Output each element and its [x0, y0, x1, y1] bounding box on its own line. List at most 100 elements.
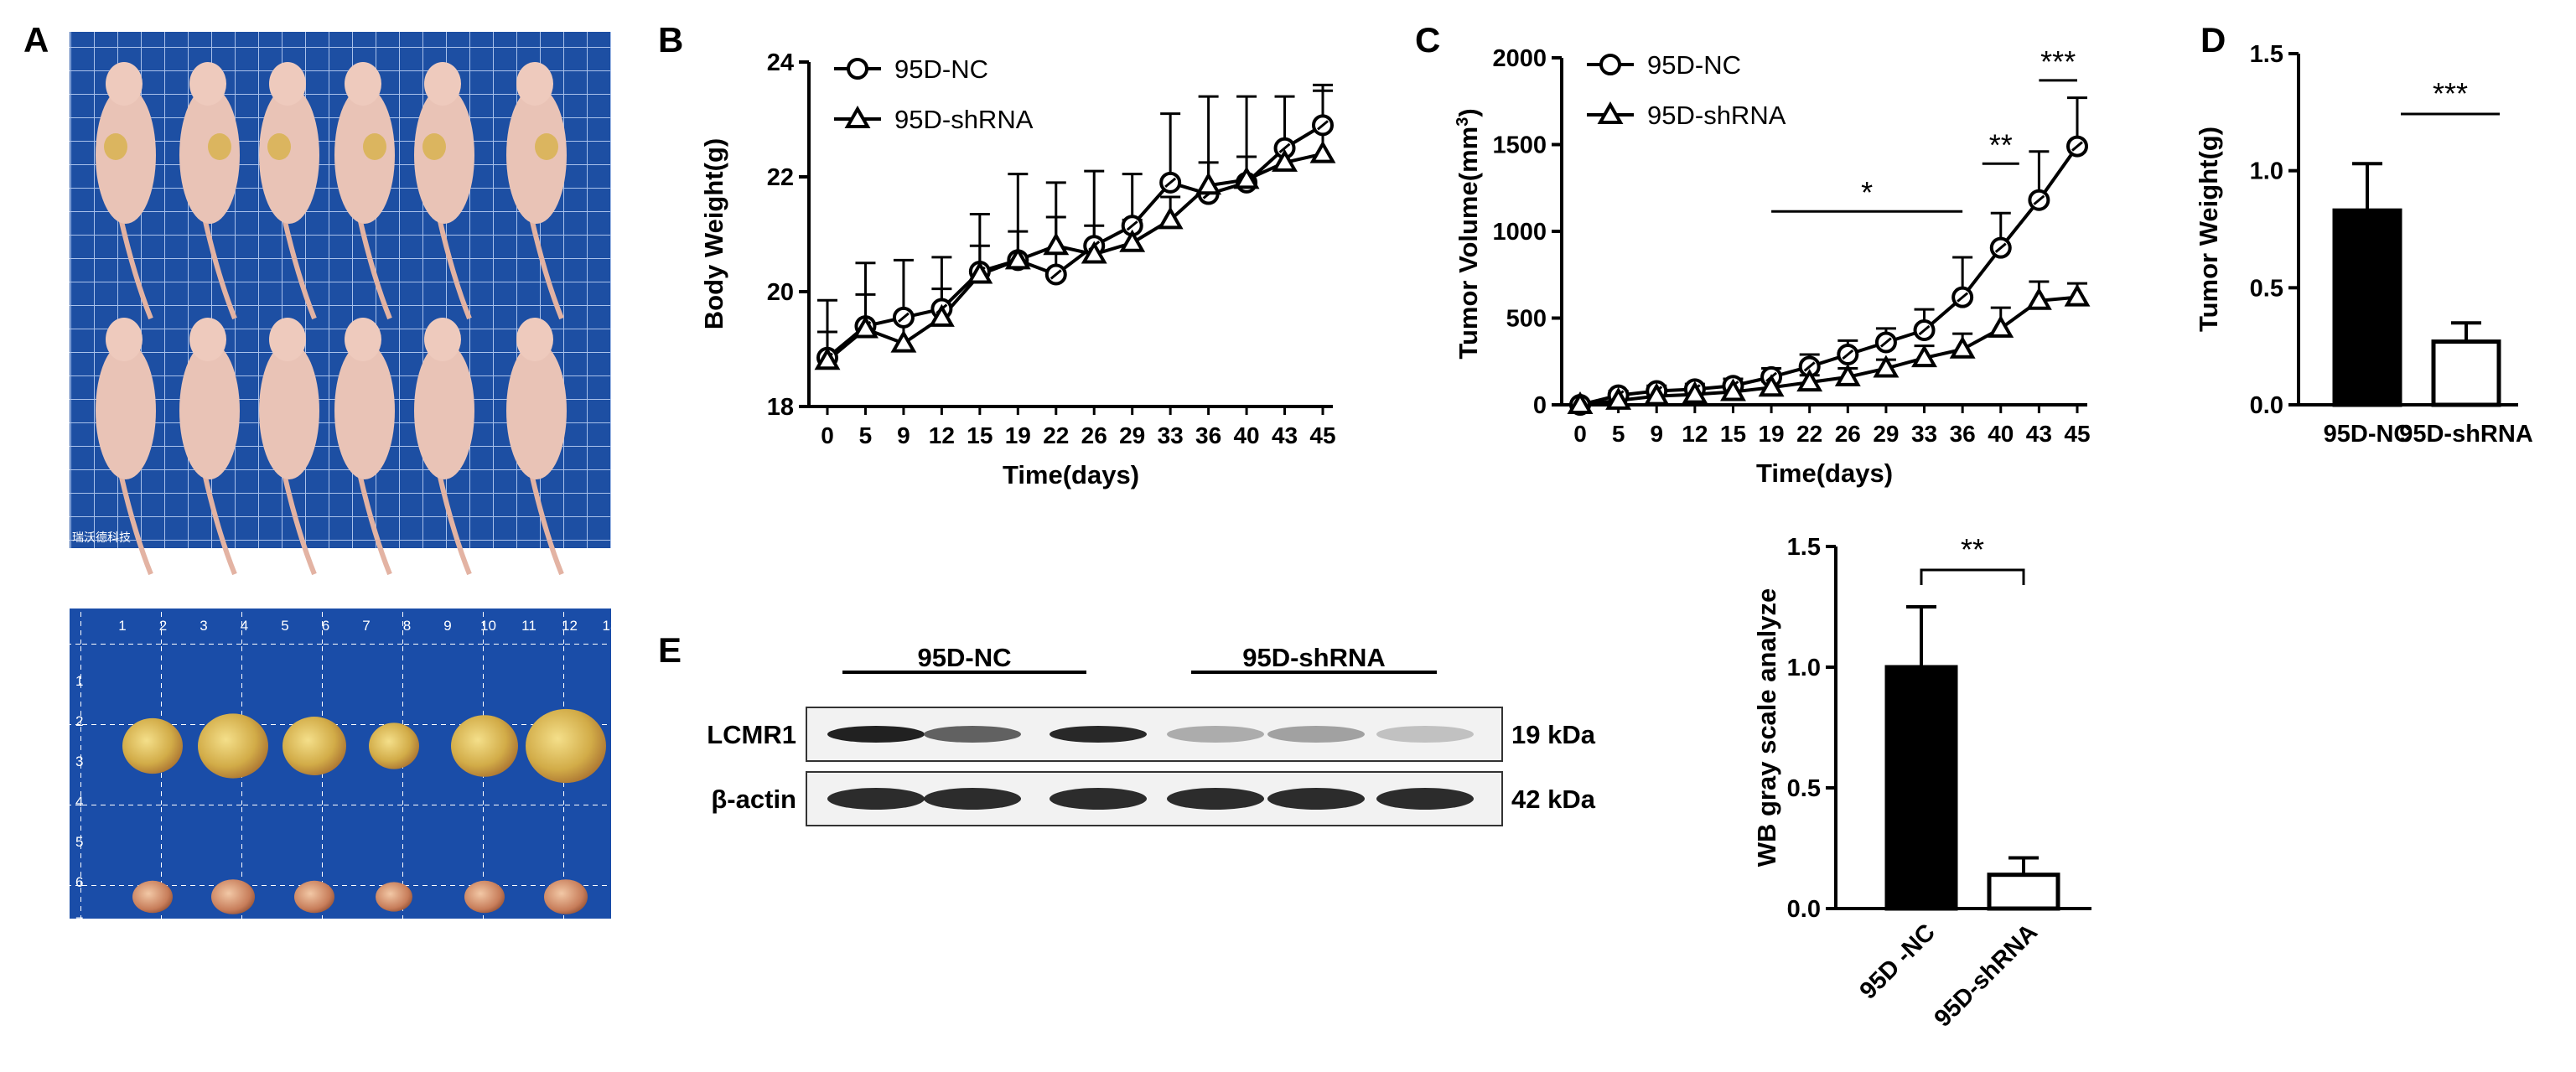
- mice-photo: 瑞沃德科技: [70, 32, 611, 576]
- x-tick-label: 95D -NC: [1855, 919, 1941, 1004]
- ruler-col-number: 13: [603, 618, 619, 634]
- x-tick-label: 43: [2026, 421, 2052, 447]
- data-point-nc-mark: [1164, 177, 1177, 189]
- data-point-sh: [1873, 355, 1900, 378]
- x-tick-label: 95D-shRNA: [2399, 421, 2533, 448]
- mouse-tumor: [208, 133, 231, 160]
- tumor-small: [544, 879, 588, 914]
- tumor-small: [464, 880, 505, 914]
- tumor-large: [282, 717, 346, 775]
- data-point-sh: [2025, 287, 2052, 310]
- panel-label-d: D: [2200, 20, 2226, 60]
- tumor-large: [526, 708, 606, 784]
- mouse-head: [345, 318, 381, 361]
- x-tick-label: 45: [1309, 422, 1335, 448]
- blot-band: [924, 726, 1021, 743]
- tumor-small: [132, 880, 173, 914]
- mouse-tail: [529, 217, 564, 320]
- data-point-sh: [1834, 363, 1861, 386]
- bar-shrna: [1987, 873, 2060, 911]
- mouse-tumor: [267, 133, 291, 160]
- blot-band: [1267, 788, 1365, 810]
- data-point-sh: [814, 347, 841, 370]
- blot-band: [827, 788, 925, 810]
- data-point-nc-mark: [1879, 337, 1892, 348]
- x-axis-title: Time(days): [1003, 460, 1139, 489]
- data-point-sh: [1643, 382, 1670, 406]
- mouse-head: [106, 62, 143, 106]
- x-tick-label: 9: [1650, 421, 1663, 447]
- mouse-body: [506, 342, 567, 479]
- data-point-sh: [1988, 314, 2014, 338]
- x-tick-label: 29: [1119, 422, 1145, 448]
- mouse-head: [424, 318, 461, 361]
- mouse-tumor: [535, 133, 558, 160]
- ruler-col-number: 11: [521, 618, 536, 634]
- blot-band: [1376, 788, 1474, 810]
- western-blot: 95D-NC 95D-shRNA LCMR1 19 kDa β-actin 42 kDa: [707, 643, 1596, 826]
- legend-label: 95D-shRNA: [894, 105, 1034, 134]
- mouse-tail: [357, 473, 392, 576]
- data-point-sh: [1949, 335, 1976, 359]
- legend-label: 95D-shRNA: [1647, 101, 1786, 130]
- blot-band: [827, 726, 925, 743]
- blot-band: [1050, 788, 1147, 810]
- mouse-tail: [437, 217, 472, 320]
- tumor-large: [451, 715, 518, 777]
- data-point-nc-mark: [1278, 142, 1291, 153]
- x-tick-label: 12: [929, 422, 955, 448]
- data-point-nc-mark: [1126, 220, 1138, 231]
- brand-mark: 瑞沃德科技: [72, 531, 131, 544]
- data-point-sh: [1720, 378, 1746, 401]
- y-tick-label: 1.5: [2250, 41, 2283, 68]
- significance-label: ***: [2433, 76, 2468, 111]
- body-weight-chart: 18 20 22 24 0 5 9 12 15 19 22 26 29 33 36 40 43 45 Time(da…: [699, 49, 1336, 489]
- data-point-sh: [1272, 148, 1298, 172]
- data-point-sh: [1004, 246, 1031, 270]
- bar-nc: [2332, 208, 2402, 407]
- mouse-tail: [118, 473, 153, 576]
- mouse-body: [96, 342, 156, 479]
- mouse-head: [424, 62, 461, 106]
- ruler-col-number: 6: [322, 618, 329, 634]
- mouse-body: [179, 86, 240, 224]
- x-axis-title: Time(days): [1756, 458, 1893, 488]
- significance-label: *: [1861, 175, 1873, 210]
- legend-marker-circle: [847, 58, 868, 80]
- data-point-nc-mark: [1918, 324, 1931, 336]
- series-line-0: [1579, 145, 2079, 407]
- ruler-row-number: 2: [75, 713, 83, 729]
- y-axis-title: Tumor Volume(mm3): [1454, 108, 1483, 359]
- data-point-nc-mark: [1317, 120, 1329, 131]
- tumor-large: [369, 722, 419, 769]
- mouse-body: [334, 86, 395, 224]
- ruler-row-number: 7: [75, 914, 83, 930]
- tumor-layer: [122, 708, 606, 914]
- y-tick-label: 18: [767, 394, 794, 421]
- data-point-sh: [1309, 140, 1336, 163]
- mouse-head: [269, 62, 306, 106]
- ruler-row-number: 5: [75, 834, 83, 850]
- legend-marker-triangle: [1597, 101, 1624, 124]
- data-point-sh: [967, 261, 993, 284]
- legend-label: 95D-NC: [1647, 50, 1741, 80]
- mouse-head: [516, 62, 553, 106]
- bar-shrna: [2431, 339, 2501, 407]
- data-point-sh: [1796, 369, 1823, 392]
- y-tick-label: 1.5: [1787, 534, 1821, 561]
- x-tick-label: 0: [821, 422, 834, 448]
- mouse-body: [506, 86, 567, 224]
- panel-label-e: E: [658, 630, 682, 670]
- data-point-sh: [1758, 374, 1785, 397]
- blot-band: [1267, 726, 1365, 743]
- panel-label-b: B: [658, 20, 683, 60]
- x-tick-label: 26: [1081, 422, 1107, 448]
- x-tick-label: 9: [897, 422, 910, 448]
- blot-band: [1167, 788, 1264, 810]
- tumor-small: [211, 879, 255, 914]
- tumor-large: [198, 713, 268, 779]
- x-tick-label: 36: [1950, 421, 1976, 447]
